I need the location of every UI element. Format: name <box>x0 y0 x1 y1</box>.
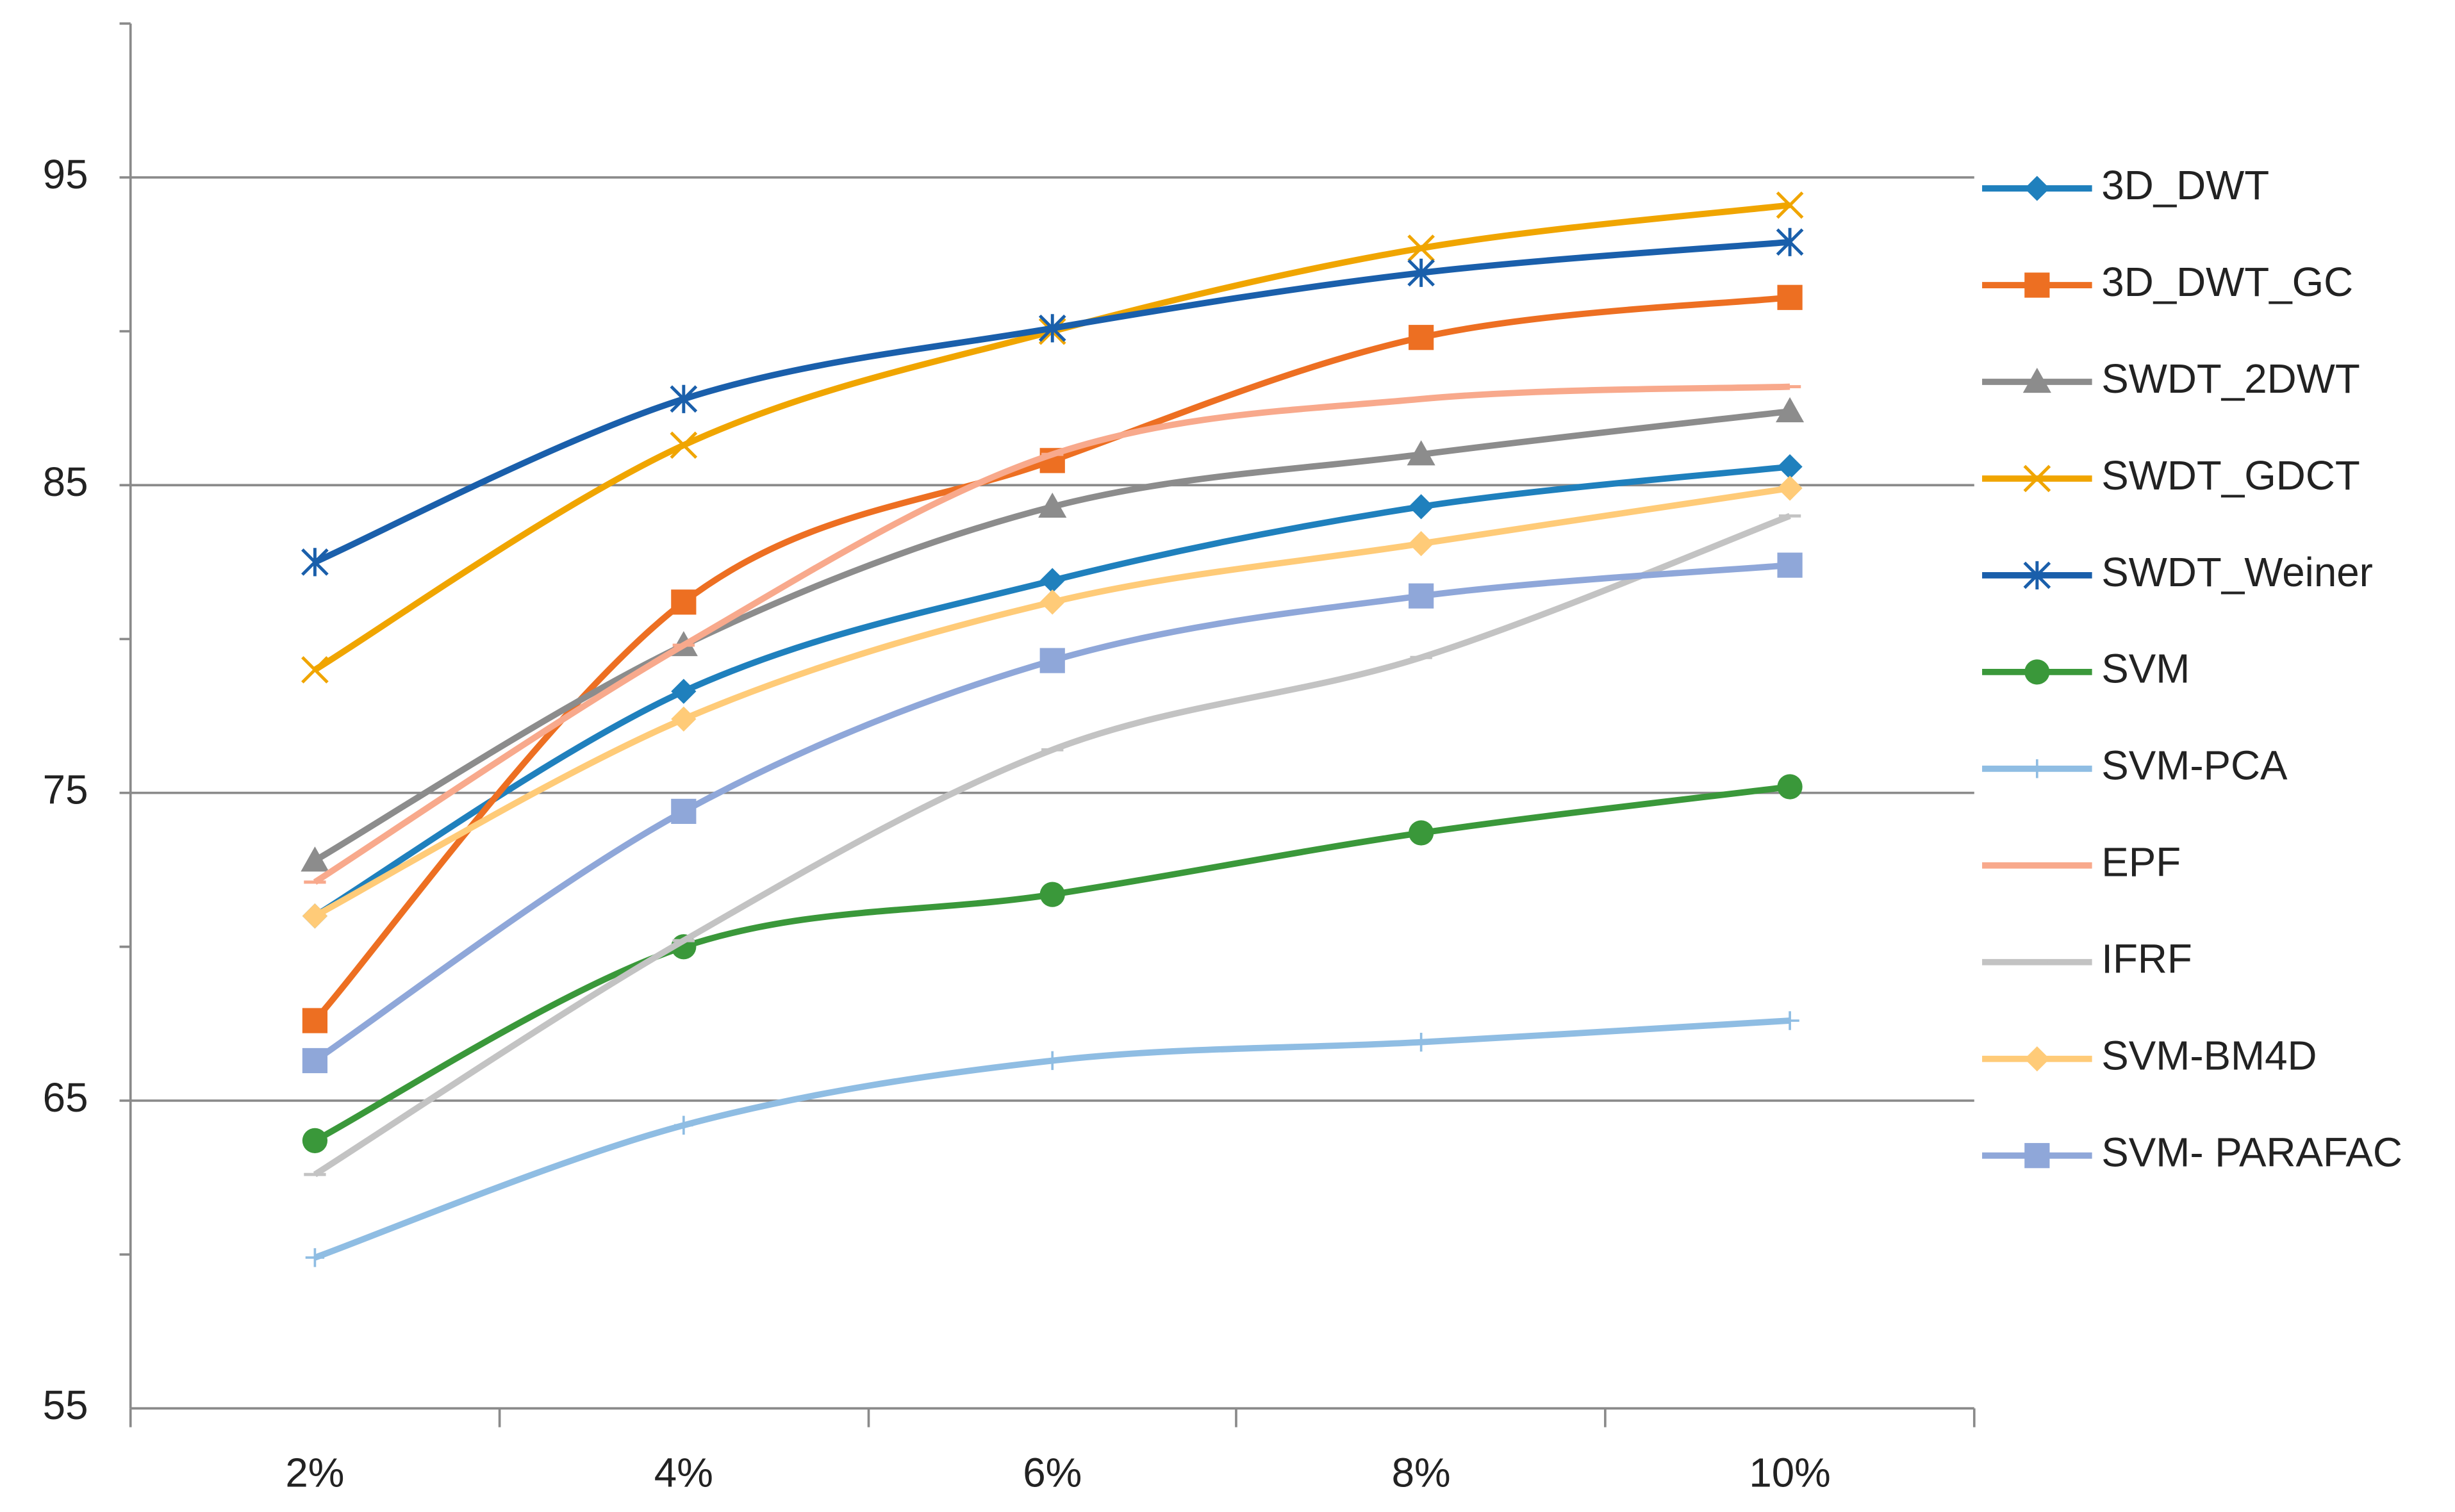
marker <box>670 384 698 413</box>
marker <box>302 1008 328 1033</box>
marker <box>671 706 697 732</box>
line <box>313 463 1790 919</box>
marker <box>1039 589 1065 615</box>
x-tick-label: 8% <box>1392 1449 1451 1495</box>
marker <box>1409 583 1434 609</box>
marker <box>1411 1032 1431 1052</box>
marker <box>301 846 329 872</box>
y-tick-label: 85 <box>43 459 88 505</box>
legend-marker <box>2024 1143 2050 1169</box>
marker <box>1038 314 1066 343</box>
legend-label: SWDT_Weiner <box>2101 549 2373 595</box>
series <box>305 1011 1799 1267</box>
series <box>304 513 1801 1178</box>
x-tick-label: 2% <box>285 1449 344 1495</box>
marker <box>1409 494 1434 520</box>
marker <box>1409 820 1434 846</box>
legend-label: SWDT_GDCT <box>2101 452 2360 498</box>
marker <box>1039 882 1065 907</box>
marker <box>671 798 697 825</box>
legend-marker <box>2024 272 2050 298</box>
marker <box>1777 454 1803 480</box>
legend-label: EPF <box>2101 839 2181 885</box>
legend-label: SVM <box>2101 646 2190 692</box>
legend-label: IFRF <box>2101 936 2192 982</box>
marker <box>1043 1051 1062 1071</box>
legend-label: SVM-BM4D <box>2101 1033 2317 1079</box>
legend-marker <box>2022 367 2051 393</box>
marker <box>302 1048 328 1074</box>
marker <box>1407 440 1435 466</box>
series <box>304 383 1801 885</box>
y-tick-label: 95 <box>43 151 88 197</box>
x-tick-label: 6% <box>1023 1449 1082 1495</box>
series <box>302 475 1803 929</box>
legend-marker <box>2024 659 2050 685</box>
legend-marker <box>2023 464 2051 493</box>
marker <box>1409 325 1434 350</box>
marker <box>1407 258 1435 287</box>
legend-label: SVM- PARAFAC <box>2101 1130 2402 1176</box>
marker <box>1777 475 1803 501</box>
marker <box>1780 1011 1799 1030</box>
line <box>313 784 1790 1144</box>
line <box>313 513 1791 1178</box>
marker <box>301 548 329 577</box>
series <box>302 552 1803 1074</box>
line <box>313 383 1790 885</box>
legend-marker <box>2024 176 2050 201</box>
series <box>301 227 1804 577</box>
marker <box>1777 552 1803 578</box>
y-tick-label: 75 <box>43 766 88 812</box>
marker <box>1776 191 1804 219</box>
marker <box>302 903 328 929</box>
legend-marker <box>2024 1046 2050 1072</box>
y-minor-ticks <box>119 22 131 1256</box>
x-tick-label: 10% <box>1749 1449 1831 1495</box>
legend-label: SWDT_2DWT <box>2101 356 2360 402</box>
marker <box>1777 774 1803 800</box>
marker <box>301 656 329 684</box>
marker <box>1038 492 1067 518</box>
y-tick-label: 55 <box>43 1382 88 1428</box>
marker <box>1039 648 1065 673</box>
marker <box>1039 568 1065 593</box>
legend: 3D_DWT 3D_DWT_GC SWDT_2DWT SWDT_GDCT SWDT_We… <box>1982 162 2402 1176</box>
legend-label: SVM-PCA <box>2101 743 2288 789</box>
marker <box>1776 397 1805 423</box>
line <box>312 294 1790 1023</box>
legend-label: 3D_DWT <box>2101 162 2269 208</box>
x-axis-ticks <box>129 1408 1976 1427</box>
series <box>302 454 1803 929</box>
marker <box>1776 227 1804 256</box>
y-tick-label: 65 <box>43 1074 88 1121</box>
legend-marker <box>2023 561 2051 589</box>
marker <box>305 1248 325 1267</box>
x-tick-label: 4% <box>654 1449 713 1495</box>
marker <box>671 589 697 615</box>
marker <box>1407 234 1435 262</box>
marker <box>671 678 697 704</box>
marker <box>1777 284 1803 310</box>
marker <box>670 431 698 459</box>
series <box>302 774 1803 1153</box>
line <box>313 485 1790 919</box>
marker <box>302 1128 328 1153</box>
marker <box>1409 530 1434 557</box>
series <box>302 284 1803 1033</box>
marker <box>674 1115 693 1135</box>
legend-marker <box>2028 759 2047 778</box>
legend-label: 3D_DWT_GC <box>2101 259 2353 305</box>
